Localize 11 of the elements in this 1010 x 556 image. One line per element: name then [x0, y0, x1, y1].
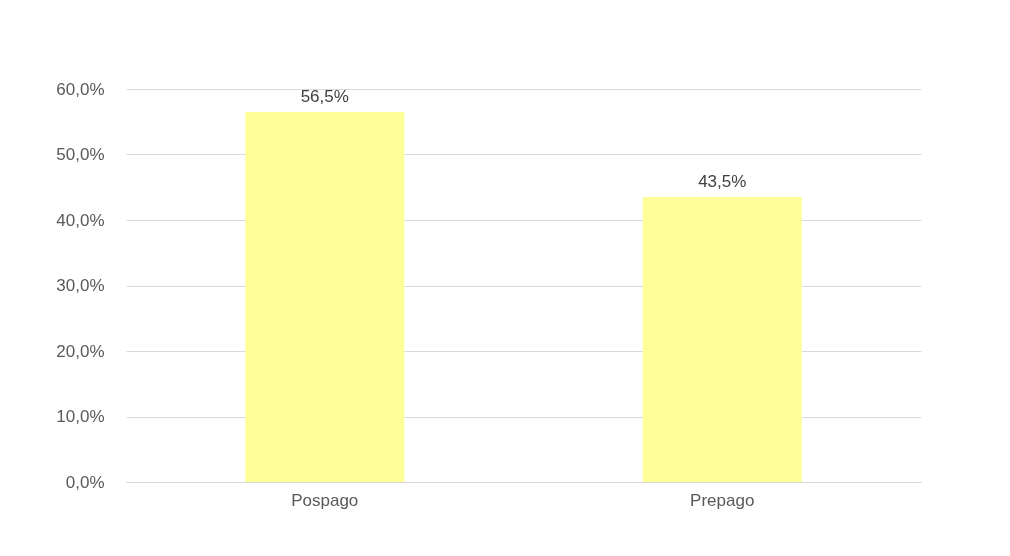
data-label: 43,5%	[698, 172, 747, 192]
y-tick-label: 60,0%	[56, 79, 105, 99]
data-label: 56,5%	[300, 86, 349, 106]
y-tick-label: 30,0%	[56, 276, 105, 295]
y-tick-label: 50,0%	[56, 145, 105, 164]
y-tick-label: 20,0%	[56, 341, 105, 361]
y-tick-label: 0,0%	[65, 472, 105, 492]
x-tick-label: Prepago	[690, 490, 755, 510]
y-tick-label: 40,0%	[56, 210, 105, 230]
x-tick-label: Pospago	[291, 490, 359, 510]
y-tick-label: 10,0%	[56, 407, 105, 426]
